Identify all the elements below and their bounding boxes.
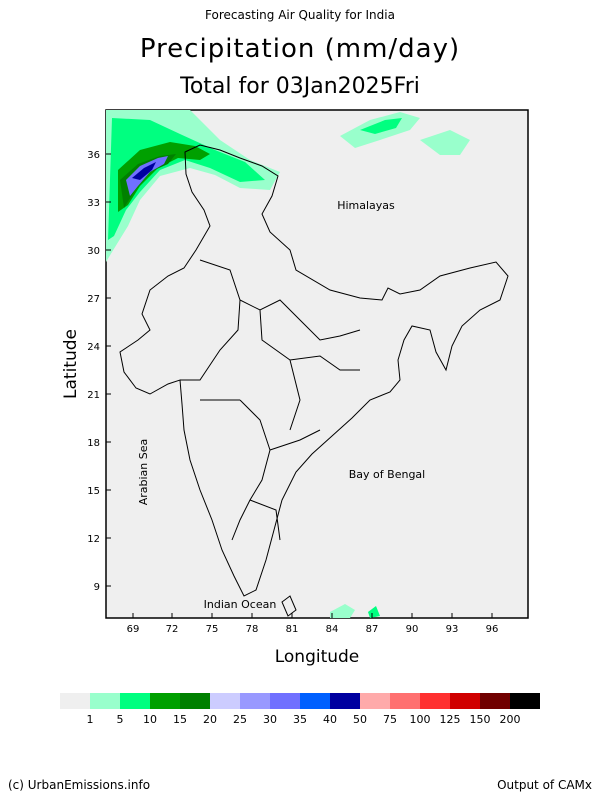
colorbar-swatch: [240, 693, 270, 709]
colorbar-swatch: [90, 693, 120, 709]
x-tick-label: 81: [286, 624, 299, 635]
main-title: Precipitation (mm/day): [139, 34, 461, 64]
colorbar-swatch: [210, 693, 240, 709]
colorbar-label: 40: [323, 713, 337, 726]
precip-north-east-3: [420, 130, 470, 155]
precip-heavy-north: [118, 142, 210, 212]
colorbar-swatch: [510, 693, 540, 709]
tick-marks: [106, 153, 493, 618]
colorbar-swatch: [360, 693, 390, 709]
colorbar-swatch: [120, 693, 150, 709]
y-tick-label: 12: [87, 534, 100, 545]
sri-lanka: [281, 595, 297, 617]
y-tick-label: 18: [87, 438, 100, 449]
colorbar-label: 25: [233, 713, 247, 726]
colorbar-swatch: [270, 693, 300, 709]
colorbar-swatch: [300, 693, 330, 709]
header-top-text: Forecasting Air Quality for India: [205, 8, 395, 22]
y-tick-label: 15: [87, 486, 100, 497]
x-tick-label: 84: [326, 624, 339, 635]
colorbar-label: 100: [410, 713, 431, 726]
map-plot-area: [105, 109, 529, 619]
colorbar-label: 20: [203, 713, 217, 726]
precip-very-heavy: [126, 156, 168, 196]
x-tick-label: 69: [127, 624, 140, 635]
y-tick-label: 21: [87, 390, 100, 401]
colorbar: [60, 693, 540, 709]
x-tick-label: 96: [486, 624, 499, 635]
precip-north-east-2: [360, 118, 402, 134]
colorbar-label: 150: [470, 713, 491, 726]
y-tick-label: 24: [87, 342, 100, 353]
colorbar-swatch: [390, 693, 420, 709]
label-arabian-sea: Arabian Sea: [137, 439, 150, 506]
y-axis: 36 33 30 27 24 21 18 15 12 9: [87, 150, 100, 593]
x-axis: 69 72 75 78 81 84 87 90 93 96: [127, 624, 499, 635]
precip-south-2: [368, 606, 380, 618]
y-tick-label: 9: [94, 582, 100, 593]
colorbar-label: 75: [383, 713, 397, 726]
footer-output: Output of CAMx: [497, 778, 592, 792]
colorbar-label: 15: [173, 713, 187, 726]
x-tick-label: 87: [366, 624, 379, 635]
subtitle: Total for 03Jan2025Fri: [180, 74, 420, 99]
x-tick-label: 90: [406, 624, 419, 635]
label-bay-of-bengal: Bay of Bengal: [349, 468, 425, 481]
precip-areas: [106, 110, 470, 618]
colorbar-swatch: [150, 693, 180, 709]
colorbar-label: 35: [293, 713, 307, 726]
y-tick-label: 36: [87, 150, 100, 161]
country-outline: [119, 144, 509, 617]
colorbar-swatch: [60, 693, 90, 709]
state-boundaries: [180, 259, 361, 541]
y-tick-label: 27: [87, 294, 100, 305]
colorbar-label: 1: [87, 713, 94, 726]
footer-credit: (c) UrbanEmissions.info: [8, 778, 151, 792]
x-tick-label: 78: [246, 624, 259, 635]
colorbar-swatch: [180, 693, 210, 709]
colorbar-label: 10: [143, 713, 157, 726]
y-axis-title: Latitude: [61, 329, 81, 399]
colorbar-swatch: [480, 693, 510, 709]
x-axis-title: Longitude: [275, 647, 360, 667]
colorbar-label: 50: [353, 713, 367, 726]
india-boundary: [119, 144, 509, 597]
colorbar-labels: 1 5 10 15 20 25 30 35 40 50 75 100 125 150 200: [87, 713, 521, 726]
colorbar-label: 200: [500, 713, 521, 726]
precip-extreme: [132, 162, 156, 180]
colorbar-label: 30: [263, 713, 277, 726]
colorbar-swatch: [450, 693, 480, 709]
colorbar-label: 125: [440, 713, 461, 726]
x-tick-label: 72: [166, 624, 179, 635]
colorbar-swatch: [420, 693, 450, 709]
colorbar-label: 5: [117, 713, 124, 726]
precip-south: [330, 604, 355, 618]
label-himalayas: Himalayas: [337, 199, 395, 212]
y-tick-label: 33: [87, 198, 100, 209]
x-tick-label: 93: [446, 624, 459, 635]
label-indian-ocean: Indian Ocean: [204, 598, 277, 611]
x-tick-label: 75: [206, 624, 219, 635]
y-tick-label: 30: [87, 246, 100, 257]
colorbar-swatch: [330, 693, 360, 709]
